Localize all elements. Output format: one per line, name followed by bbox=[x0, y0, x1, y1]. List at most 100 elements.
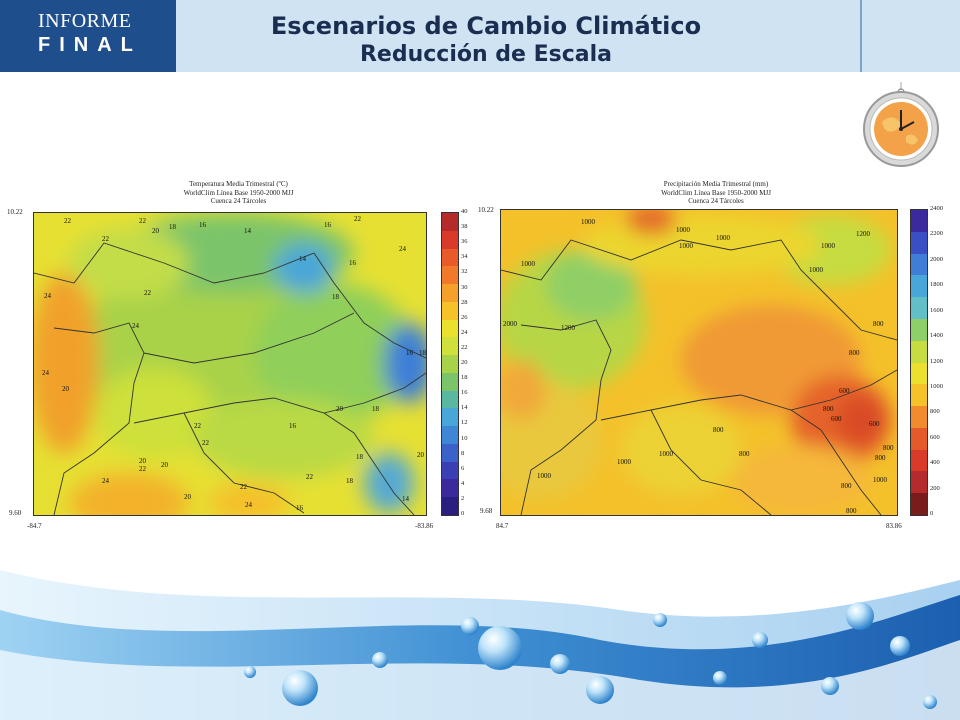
colorbar-swatch bbox=[911, 471, 927, 494]
colorbar-tick-label: 10 bbox=[461, 434, 468, 442]
colorbar-swatch bbox=[442, 408, 458, 427]
colorbar-swatch bbox=[911, 210, 927, 233]
temp-contour-label: 24 bbox=[132, 322, 140, 330]
temp-lat-top: 10.22 bbox=[7, 208, 23, 216]
header-divider bbox=[860, 0, 862, 72]
precip-contour-label: 1000 bbox=[537, 472, 552, 480]
colorbar-tick-label: 8 bbox=[461, 449, 465, 457]
colorbar-swatch bbox=[442, 443, 458, 463]
temp-contour-label: 24 bbox=[399, 245, 407, 253]
temperature-map-panel: Temperatura Media Trimestral (ºC) WorldC… bbox=[5, 172, 472, 537]
colorbar-tick-label: 1200 bbox=[930, 357, 943, 365]
precip-lat-bottom: 9.68 bbox=[480, 507, 493, 515]
precip-contour-label: 600 bbox=[839, 387, 850, 395]
precip-contour-label: 1000 bbox=[617, 458, 632, 466]
precip-contour-label: 1000 bbox=[659, 450, 674, 458]
temperature-map: 22 22 20 18 16 16 14 14 22 22 24 16 24 2… bbox=[33, 212, 427, 516]
temp-contour-label: 22 bbox=[144, 289, 152, 297]
temp-contour-label: 16 bbox=[406, 349, 414, 357]
temp-contour-label: 18 bbox=[356, 453, 364, 461]
colorbar-tick-label: 2400 bbox=[930, 205, 943, 212]
precip-contour-label: 800 bbox=[713, 426, 724, 434]
temp-contour-label: 18 bbox=[332, 293, 340, 301]
slide-title: Escenarios de Cambio Climático bbox=[270, 12, 702, 40]
precip-contour-label: 800 bbox=[883, 444, 894, 452]
colorbar-tick-label: 2 bbox=[461, 494, 465, 502]
temp-contour-label: 24 bbox=[42, 369, 50, 377]
colorbar-tick-label: 1000 bbox=[930, 382, 943, 390]
precip-contour-label: 800 bbox=[823, 405, 834, 413]
colorbar-tick-label: 38 bbox=[461, 223, 468, 231]
colorbar-swatch bbox=[442, 390, 458, 409]
informe-final-badge: INFORME FINAL bbox=[0, 0, 176, 72]
precip-lon-right: 83.86 bbox=[886, 522, 902, 530]
slide-subtitle: Reducción de Escala bbox=[359, 42, 613, 67]
precip-title-line2: WorldClim Línea Base 1950-2000 MJJ bbox=[661, 188, 771, 197]
temp-contour-label: 22 bbox=[194, 422, 202, 430]
temp-contour-label: 22 bbox=[354, 215, 362, 223]
precip-contour-label: 800 bbox=[875, 454, 886, 462]
precip-contour-label: 800 bbox=[873, 320, 884, 328]
temp-contour-label: 16 bbox=[349, 259, 357, 267]
colorbar-tick-label: 18 bbox=[461, 374, 468, 382]
colorbar-swatch bbox=[442, 372, 458, 392]
temp-contour-label: 22 bbox=[102, 235, 110, 243]
colorbar-swatch bbox=[442, 479, 458, 498]
badge-line2: FINAL bbox=[38, 34, 142, 56]
colorbar-swatch bbox=[911, 449, 927, 472]
colorbar-tick-label: 1800 bbox=[930, 281, 943, 289]
colorbar-swatch bbox=[442, 426, 458, 445]
temp-contour-label: 20 bbox=[139, 457, 147, 465]
precip-contour-label: 1000 bbox=[676, 226, 691, 234]
clock-globe-icon bbox=[863, 82, 939, 167]
colorbar-swatch bbox=[911, 297, 927, 320]
temp-contour-label: 14 bbox=[244, 227, 252, 235]
temp-title-line2: WorldClim Línea Base 1950-2000 MJJ bbox=[183, 188, 294, 197]
colorbar-tick-label: 800 bbox=[930, 408, 940, 416]
precip-contour-label: 1000 bbox=[873, 476, 888, 484]
colorbar-swatch bbox=[911, 362, 927, 385]
precip-title-line1: Precipitación Media Trimestral (mm) bbox=[663, 180, 769, 188]
colorbar-swatch bbox=[442, 461, 458, 480]
temp-contour-label: 24 bbox=[102, 477, 110, 485]
colorbar-swatch bbox=[442, 266, 458, 285]
water-wave-decoration bbox=[0, 570, 960, 720]
colorbar-swatch bbox=[911, 253, 927, 276]
colorbar-swatch bbox=[911, 427, 927, 451]
precip-lat-top: 10.22 bbox=[478, 206, 494, 214]
colorbar-tick-label: 24 bbox=[461, 328, 468, 336]
temp-contour-label: 22 bbox=[64, 217, 72, 225]
colorbar-tick-label: 4 bbox=[461, 479, 465, 487]
colorbar-tick-label: 40 bbox=[461, 208, 468, 215]
colorbar-tick-label: 400 bbox=[930, 459, 940, 467]
temp-contour-label: 14 bbox=[402, 495, 410, 503]
colorbar-tick-label: 26 bbox=[461, 313, 468, 321]
colorbar-swatch bbox=[442, 319, 458, 338]
temp-contour-label: 18 bbox=[419, 349, 426, 357]
colorbar-tick-label: 1600 bbox=[930, 306, 943, 314]
temp-contour-label: 18 bbox=[346, 477, 354, 485]
temp-lat-bottom: 9.60 bbox=[9, 509, 22, 517]
precipitation-colorbar bbox=[910, 209, 928, 516]
colorbar-swatch bbox=[442, 284, 458, 303]
temp-contour-label: 22 bbox=[306, 473, 314, 481]
colorbar-swatch bbox=[442, 337, 458, 356]
temp-contour-label: 20 bbox=[417, 451, 425, 459]
colorbar-swatch bbox=[442, 248, 458, 267]
colorbar-swatch bbox=[911, 275, 927, 298]
colorbar-tick-label: 20 bbox=[461, 359, 468, 366]
temp-contour-label: 18 bbox=[372, 405, 380, 413]
precip-contour-label: 800 bbox=[739, 450, 750, 458]
colorbar-tick-label: 0 bbox=[930, 510, 934, 517]
colorbar-swatch bbox=[911, 340, 927, 363]
colorbar-swatch bbox=[911, 493, 927, 516]
colorbar-tick-label: 16 bbox=[461, 389, 468, 397]
colorbar-swatch bbox=[911, 231, 927, 255]
colorbar-tick-label: 22 bbox=[461, 343, 468, 351]
colorbar-swatch bbox=[911, 406, 927, 429]
colorbar-swatch bbox=[442, 355, 458, 374]
precipitation-map-panel: Precipitación Media Trimestral (mm) Worl… bbox=[478, 172, 954, 537]
temp-lon-right: -83.86 bbox=[415, 522, 434, 530]
colorbar-swatch bbox=[442, 497, 458, 516]
colorbar-swatch bbox=[442, 230, 458, 249]
